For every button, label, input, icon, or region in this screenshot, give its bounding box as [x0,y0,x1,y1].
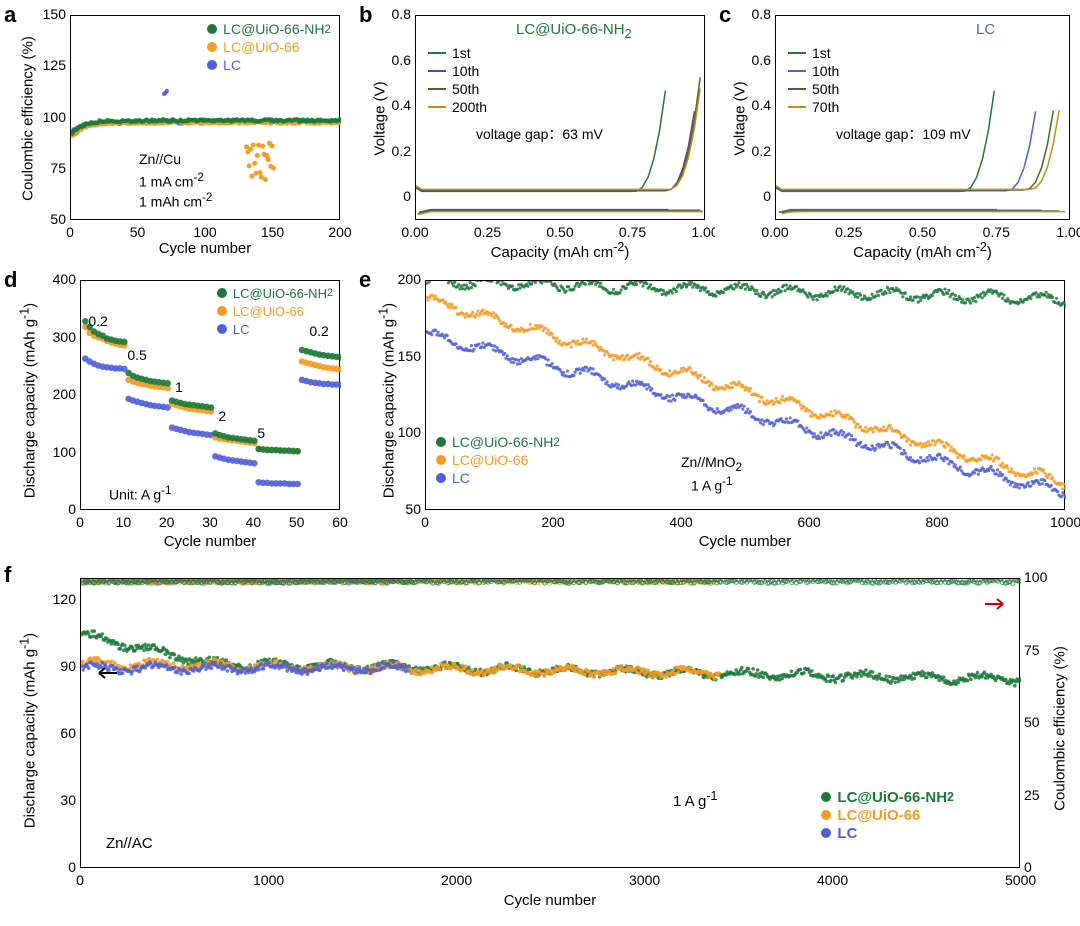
panel-b-ylabel: Voltage (V) [372,44,389,194]
panel-b-xlabel: Capacity (mAh cm-2) [415,240,705,261]
panel-f-ylabel: Discharge capacity (mAh g-1) [18,621,39,841]
panel-a-label: a [4,2,16,28]
panel-f-ann1: Zn//AC [106,835,153,852]
panel-e-ylabel: Discharge capacity (mAh g-1) [377,291,398,511]
panel-d-ylabel: Discharge capacity (mAh g-1) [18,291,39,511]
panel-d-label: d [4,267,17,293]
panel-b-label: b [359,2,372,28]
panel-b-legend: 1st 10th 50th 200th [428,44,487,116]
panel-f: f Discharge capacity (mAh g-1) Coulombic… [0,560,1080,925]
panel-d-xlabel: Cycle number [80,533,340,550]
panel-c-title: LC [976,21,995,38]
panel-c-xlabel: Capacity (mAh cm-2) [775,240,1070,261]
panel-f-ann2: 1 A g-1 [673,789,718,810]
panel-a: a Coulombic efficiency (%) LC@UiO-66-NH2… [0,0,355,265]
panel-f-legend: LC@UiO-66-NH2 LC@UiO-66 LC [821,788,954,842]
arrow-left-icon [93,666,117,680]
panel-c: c Voltage (V) LC 1st 10th 50th 70th volt… [715,0,1080,265]
panel-a-ann1: Zn//Cu [139,151,181,167]
panel-d-unit: Unit: A g-1 [109,484,172,503]
panel-f-xlabel: Cycle number [80,892,1020,909]
panel-a-legend: LC@UiO-66-NH2 LC@UiO-66 LC [207,20,331,74]
panel-e-plot: LC@UiO-66-NH2 LC@UiO-66 LC Zn//MnO2 1 A … [425,280,1065,510]
panel-c-ylabel: Voltage (V) [732,44,749,194]
panel-e-xlabel: Cycle number [425,533,1065,550]
panel-e-ann2: 1 A g-1 [691,475,733,494]
panel-f-label: f [4,562,11,588]
panel-a-ann3: 1 mAh cm-2 [139,191,212,210]
panel-a-ylabel: Coulombic efficiency (%) [20,19,37,219]
panel-a-ann2: 1 mA cm-2 [139,171,204,190]
panel-c-label: c [719,2,731,28]
panel-c-plot: LC 1st 10th 50th 70th voltage gap：109 mV [775,15,1070,220]
panel-c-legend: 1st 10th 50th 70th [788,44,839,116]
panel-d: d Discharge capacity (mAh g-1) LC@UiO-66… [0,265,355,560]
panel-e-label: e [359,267,371,293]
panel-e-legend: LC@UiO-66-NH2 LC@UiO-66 LC [436,433,560,487]
panel-c-gap: voltage gap：109 mV [836,124,971,144]
arrow-right-icon [985,597,1009,611]
panel-a-plot: LC@UiO-66-NH2 LC@UiO-66 LC Zn//Cu 1 mA c… [70,15,340,220]
panel-d-plot: LC@UiO-66-NH2 LC@UiO-66 LC Unit: A g-1 0… [80,280,340,510]
panel-e: e Discharge capacity (mAh g-1) LC@UiO-66… [355,265,1080,560]
panel-b: b Voltage (V) LC@UiO-66-NH2 1st 10th 50t… [355,0,715,265]
panel-a-xlabel: Cycle number [70,240,340,257]
panel-b-plot: LC@UiO-66-NH2 1st 10th 50th 200th voltag… [415,15,705,220]
panel-e-ann1: Zn//MnO2 [681,454,742,474]
panel-f-plot: LC@UiO-66-NH2 LC@UiO-66 LC Zn//AC 1 A g-… [80,578,1020,868]
panel-b-gap: voltage gap：63 mV [476,124,603,144]
panel-b-title: LC@UiO-66-NH2 [516,21,632,41]
panel-f-ylabel2: Coulombic efficiency (%) [1052,629,1069,829]
